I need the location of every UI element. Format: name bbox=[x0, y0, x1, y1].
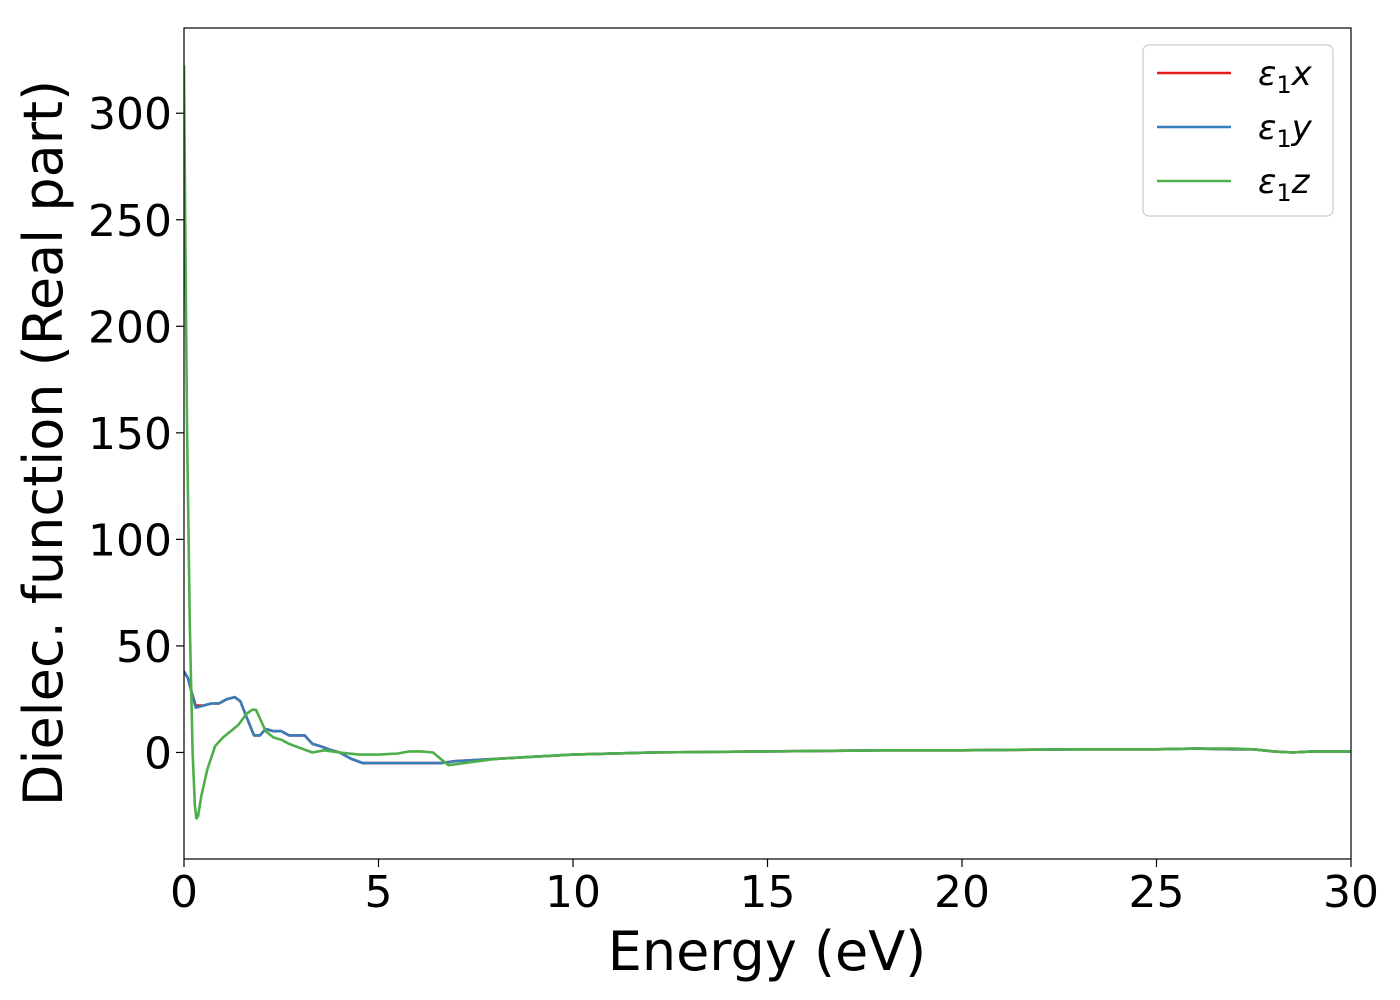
legend-label-z: ε1z bbox=[1258, 162, 1311, 207]
y-tick-label: 150 bbox=[88, 409, 172, 460]
x-tick-label: 30 bbox=[1323, 867, 1379, 918]
x-tick-label: 5 bbox=[365, 867, 393, 918]
x-tick-label: 0 bbox=[170, 867, 198, 918]
x-tick-label: 15 bbox=[740, 867, 796, 918]
y-tick-label: 50 bbox=[116, 622, 172, 673]
y-tick-label: 100 bbox=[88, 515, 172, 566]
legend-label-x: ε1x bbox=[1258, 54, 1313, 99]
y-axis-label: Dielec. function (Real part) bbox=[12, 80, 75, 806]
x-axis-label: Energy (eV) bbox=[608, 920, 927, 983]
series-line-z bbox=[184, 65, 1351, 820]
x-tick-label: 25 bbox=[1129, 867, 1185, 918]
series-layer bbox=[184, 65, 1351, 820]
y-tick-label: 250 bbox=[88, 196, 172, 247]
y-axis: 0 50 100 150 200 250 300 bbox=[88, 89, 184, 779]
y-tick-label: 200 bbox=[88, 302, 172, 353]
legend-box bbox=[1142, 44, 1334, 217]
y-tick-label: 0 bbox=[144, 728, 172, 779]
y-tick-label: 300 bbox=[88, 89, 172, 140]
x-axis: 0 5 10 15 20 25 30 bbox=[170, 859, 1379, 918]
legend-label-y: ε1y bbox=[1258, 108, 1313, 153]
x-tick-label: 20 bbox=[934, 867, 990, 918]
x-tick-label: 10 bbox=[545, 867, 601, 918]
legend: ε1x ε1y ε1z bbox=[1142, 44, 1334, 217]
